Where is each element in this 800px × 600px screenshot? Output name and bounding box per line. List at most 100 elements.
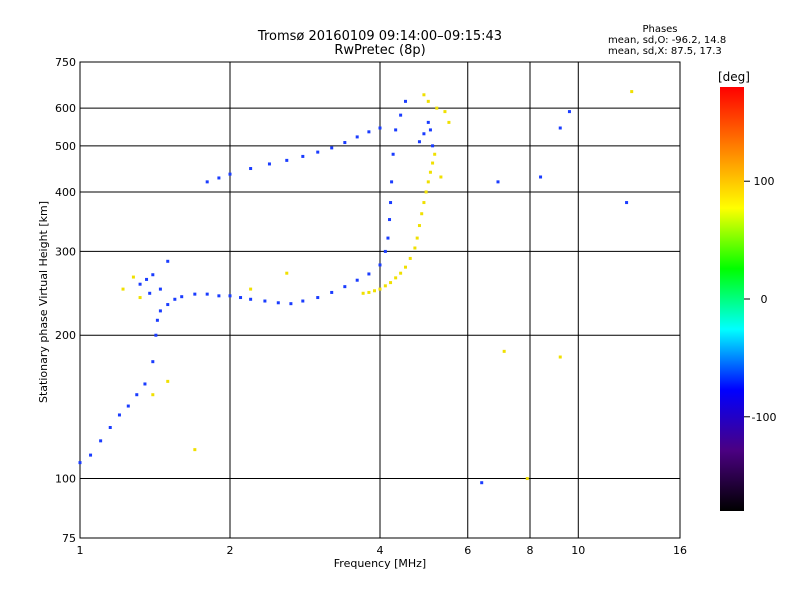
data-point: [151, 393, 155, 397]
data-point: [431, 144, 435, 148]
data-point: [180, 295, 184, 299]
data-point: [117, 413, 121, 417]
data-point: [166, 379, 170, 383]
phase-info-x-line: mean, sd,X: 87.5, 17.3: [608, 46, 722, 57]
data-point: [151, 360, 155, 364]
data-point: [285, 271, 289, 275]
data-point: [367, 290, 371, 294]
x-tick-label: 8: [527, 544, 534, 557]
x-axis-label: Frequency [MHz]: [334, 557, 426, 570]
data-point: [428, 128, 432, 132]
y-tick-labels: 75 100 200 300 400 500 600 750: [55, 56, 76, 545]
data-point: [193, 292, 197, 296]
y-tick-label: 600: [55, 102, 76, 115]
data-point: [343, 141, 347, 145]
y-axis-label: Stationary phase Virtual Height [km]: [37, 201, 50, 403]
data-point: [496, 180, 500, 184]
data-point: [403, 265, 407, 269]
data-point: [480, 481, 484, 485]
data-point: [249, 287, 253, 291]
x-tick-label: 6: [464, 544, 471, 557]
data-point: [276, 301, 280, 305]
data-point: [394, 276, 398, 280]
data-point: [239, 296, 243, 300]
data-point: [355, 135, 359, 139]
data-point: [355, 278, 359, 282]
colorbar: [deg] 100 0 -100: [718, 70, 776, 511]
data-point: [408, 256, 412, 260]
x-tick-labels: 1 2 4 6 8 10 16: [77, 544, 688, 557]
data-point: [413, 246, 417, 250]
data-point: [558, 355, 562, 359]
colorbar-label: [deg]: [718, 70, 750, 84]
x-tick-label: 2: [227, 544, 234, 557]
data-point: [394, 128, 398, 132]
data-point: [422, 93, 426, 97]
data-point: [390, 180, 394, 184]
colorbar-ticks: 100 0 -100: [744, 175, 776, 424]
gridlines: [80, 62, 680, 538]
data-point: [166, 259, 170, 263]
chart-subtitle: RwPretec (8p): [334, 43, 425, 58]
data-point: [343, 285, 347, 289]
data-point: [301, 299, 305, 303]
data-point: [205, 292, 209, 296]
data-point: [89, 453, 93, 457]
data-point: [433, 152, 437, 156]
x-tick-label: 16: [673, 544, 687, 557]
x-tick-label: 4: [377, 544, 384, 557]
data-point: [78, 461, 82, 465]
data-point: [158, 309, 162, 313]
data-point: [417, 140, 421, 144]
data-point: [367, 272, 371, 276]
data-point: [403, 99, 407, 103]
data-point: [263, 299, 267, 303]
data-point: [383, 249, 387, 253]
data-point: [205, 180, 209, 184]
data-point: [330, 146, 334, 150]
data-point: [378, 287, 382, 291]
y-tick-label: 500: [55, 140, 76, 153]
data-point: [158, 287, 162, 291]
data-point: [443, 110, 447, 114]
data-point: [148, 291, 152, 295]
data-point: [267, 162, 271, 166]
data-point: [173, 297, 177, 301]
data-point: [228, 172, 232, 176]
data-point: [99, 439, 103, 443]
data-point: [383, 284, 387, 288]
data-point: [422, 201, 426, 205]
data-point: [166, 303, 170, 307]
data-point: [316, 296, 320, 300]
colorbar-tick-label: 0: [761, 293, 768, 306]
phase-info-o-line: mean, sd,O: -96.2, 14.8: [608, 35, 726, 46]
data-point: [193, 448, 197, 452]
colorbar-gradient: [720, 87, 744, 511]
phase-info-box: Phases mean, sd,O: -96.2, 14.8 mean, sd,…: [608, 24, 726, 57]
data-point: [428, 170, 432, 174]
data-point: [138, 282, 142, 286]
data-point: [249, 297, 253, 301]
y-tick-label: 300: [55, 245, 76, 258]
y-tick-label: 100: [55, 473, 76, 486]
data-point: [388, 218, 392, 222]
data-point: [439, 175, 443, 179]
data-point: [567, 110, 571, 114]
data-point: [426, 99, 430, 103]
data-point: [426, 120, 430, 124]
colorbar-tick-label: 100: [754, 175, 775, 188]
data-point: [389, 201, 393, 205]
data-point: [155, 318, 159, 322]
data-point: [386, 236, 390, 240]
y-tick-label: 400: [55, 186, 76, 199]
data-point: [361, 291, 365, 295]
data-point: [625, 201, 629, 205]
data-point: [424, 190, 428, 194]
data-point: [558, 126, 562, 130]
data-point: [285, 158, 289, 162]
data-point: [420, 212, 424, 216]
data-point: [121, 287, 125, 291]
data-points: [78, 90, 634, 485]
data-point: [389, 281, 393, 285]
data-point: [367, 130, 371, 134]
